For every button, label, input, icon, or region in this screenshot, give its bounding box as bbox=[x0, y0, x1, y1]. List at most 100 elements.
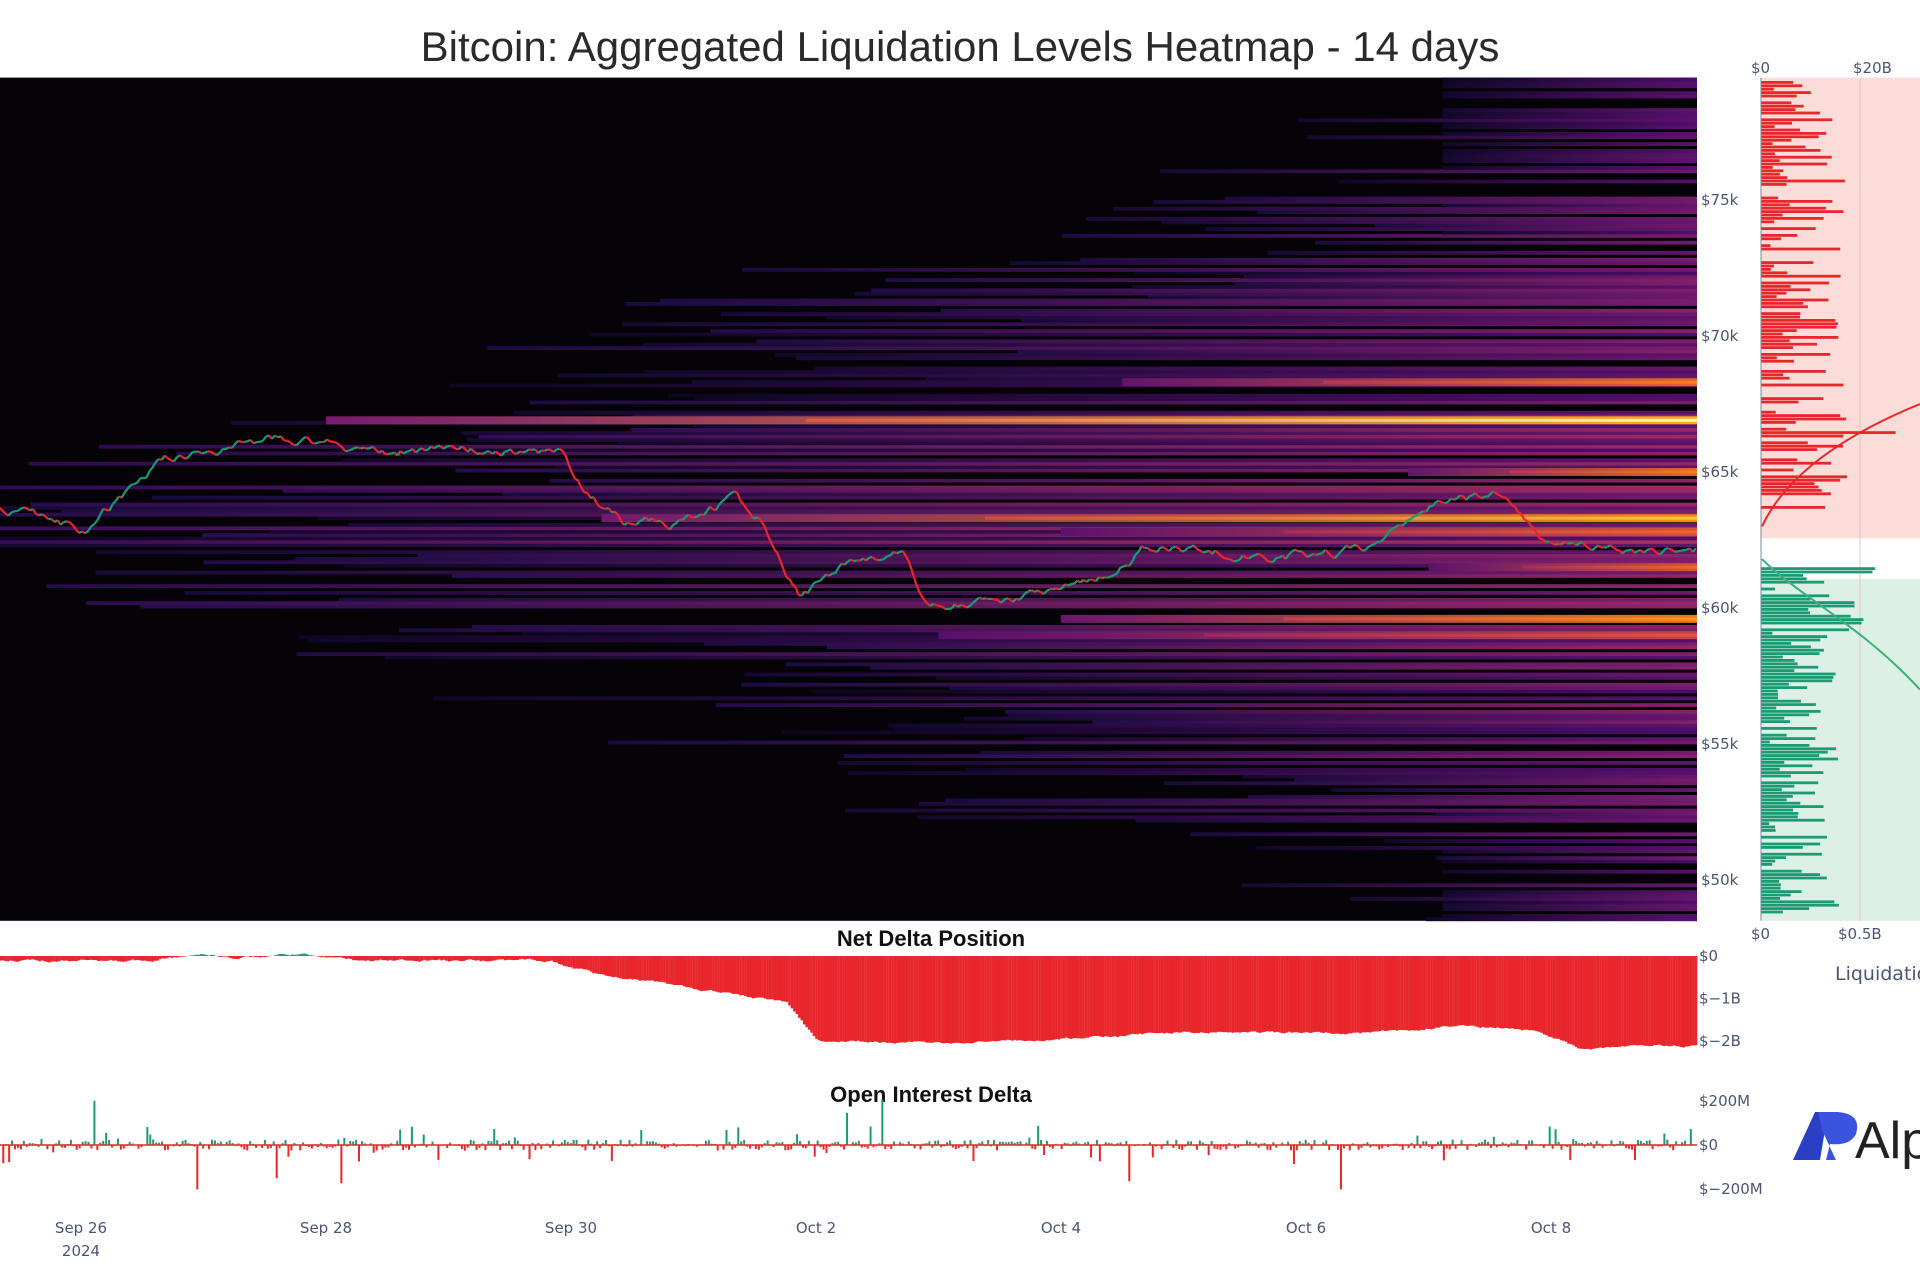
short-liquidation-bar bbox=[1761, 268, 1771, 271]
net-delta-bar bbox=[401, 956, 404, 960]
net-delta-bar bbox=[114, 956, 118, 961]
price-candle bbox=[295, 441, 301, 447]
heatmap-cell bbox=[826, 315, 1697, 320]
price-candle bbox=[41, 513, 46, 518]
net-delta-bar bbox=[0, 956, 2, 961]
price-candle bbox=[975, 596, 981, 601]
oi-delta-bar bbox=[934, 1140, 937, 1145]
oi-delta-bar bbox=[425, 1145, 428, 1148]
price-candle bbox=[271, 434, 276, 440]
short-liquidation-bar bbox=[1761, 135, 1819, 139]
oi-delta-bar bbox=[275, 1145, 278, 1179]
net-delta-bar bbox=[45, 956, 49, 962]
price-candle bbox=[1000, 599, 1005, 604]
price-candle bbox=[66, 520, 71, 524]
oi-delta-bar bbox=[652, 1141, 655, 1145]
oi-delta-bar bbox=[384, 1145, 387, 1148]
net-delta-bar bbox=[940, 956, 943, 1043]
net-delta-tick-label: $−2B bbox=[1699, 1032, 1741, 1050]
oi-delta-bar bbox=[1548, 1126, 1551, 1145]
net-delta-bar bbox=[1665, 956, 1668, 1046]
net-delta-bar bbox=[261, 956, 265, 957]
net-delta-bar bbox=[288, 955, 292, 956]
short-liquidation-bar bbox=[1761, 203, 1790, 207]
price-candle bbox=[684, 513, 690, 519]
price-candle bbox=[108, 503, 114, 512]
net-delta-bar bbox=[50, 956, 54, 962]
oi-delta-bar bbox=[343, 1137, 346, 1145]
oi-delta-bar bbox=[481, 1143, 484, 1145]
long-liquidation-bar bbox=[1761, 696, 1779, 700]
price-candle bbox=[140, 476, 144, 480]
heatmap-cell bbox=[1442, 121, 1697, 126]
short-liquidation-bar bbox=[1761, 142, 1773, 145]
price-candle bbox=[837, 562, 843, 569]
net-delta-bar bbox=[1099, 956, 1102, 1037]
net-delta-bar bbox=[1082, 956, 1085, 1039]
net-delta-bar bbox=[820, 956, 823, 1042]
net-delta-bar bbox=[337, 956, 341, 958]
net-delta-bar bbox=[63, 956, 66, 961]
net-delta-bar bbox=[597, 956, 600, 974]
net-delta-bar bbox=[285, 954, 289, 956]
oi-delta-bar bbox=[240, 1145, 243, 1148]
net-delta-bar bbox=[450, 956, 453, 961]
oi-delta-bar bbox=[93, 1100, 96, 1145]
heatmap-cell bbox=[0, 526, 1697, 531]
net-delta-bar bbox=[1484, 956, 1487, 1028]
net-delta-bar bbox=[141, 956, 145, 961]
oi-delta-bar bbox=[1669, 1145, 1672, 1148]
net-delta-bar bbox=[1594, 956, 1597, 1049]
oi-delta-bar bbox=[166, 1145, 169, 1150]
price-candle bbox=[1220, 555, 1226, 560]
price-candle bbox=[1398, 524, 1403, 527]
price-candle bbox=[1416, 511, 1422, 517]
price-candle bbox=[696, 513, 702, 518]
net-delta-bar bbox=[1236, 956, 1240, 1033]
price-candle bbox=[1481, 495, 1486, 500]
price-candle bbox=[1496, 493, 1501, 497]
net-delta-bar bbox=[1312, 956, 1316, 1033]
net-delta-bar bbox=[1390, 956, 1394, 1031]
net-delta-bar bbox=[1067, 956, 1071, 1039]
oi-delta-bar bbox=[801, 1145, 804, 1148]
net-delta-bar bbox=[447, 956, 451, 962]
heatmap-cell bbox=[513, 410, 1698, 415]
price-candle bbox=[561, 450, 567, 457]
net-delta-bar bbox=[937, 956, 941, 1043]
price-candle bbox=[522, 450, 527, 454]
net-delta-bar bbox=[847, 956, 850, 1042]
net-delta-bar bbox=[1596, 956, 1600, 1048]
net-delta-bar bbox=[780, 956, 784, 1002]
net-delta-bar bbox=[442, 956, 446, 960]
oi-delta-bar bbox=[1601, 1145, 1604, 1148]
oi-delta-bar bbox=[510, 1145, 513, 1150]
net-delta-bar bbox=[1172, 956, 1176, 1033]
oi-delta-bar bbox=[998, 1141, 1001, 1145]
heatmap-cell bbox=[948, 686, 1697, 690]
price-candle bbox=[1217, 552, 1223, 557]
short-liquidation-bar bbox=[1761, 227, 1816, 230]
oi-delta-bar bbox=[146, 1127, 149, 1145]
short-liquidation-bar bbox=[1761, 482, 1815, 485]
heatmap-cell bbox=[1442, 111, 1697, 116]
oi-delta-bar bbox=[1631, 1145, 1634, 1150]
heatmap-cell bbox=[461, 431, 1698, 435]
heatmap-cell bbox=[418, 553, 1697, 558]
price-candle bbox=[709, 505, 714, 511]
oi-delta-bar bbox=[184, 1139, 187, 1145]
net-delta-bar bbox=[516, 956, 519, 960]
net-delta-bar bbox=[1579, 956, 1583, 1049]
short-liquidation-bar bbox=[1761, 342, 1818, 346]
price-candle bbox=[1131, 554, 1137, 562]
net-delta-bar bbox=[217, 956, 220, 957]
price-candle bbox=[883, 555, 889, 560]
oi-delta-bar bbox=[1360, 1145, 1363, 1148]
heatmap-cell bbox=[1161, 220, 1697, 225]
oi-delta-bar bbox=[1013, 1142, 1016, 1145]
net-delta-bar bbox=[1530, 956, 1534, 1031]
price-candle bbox=[1517, 511, 1522, 515]
oi-delta-bar bbox=[1031, 1145, 1034, 1149]
price-candle bbox=[1594, 544, 1599, 549]
net-delta-bar bbox=[1496, 956, 1499, 1028]
